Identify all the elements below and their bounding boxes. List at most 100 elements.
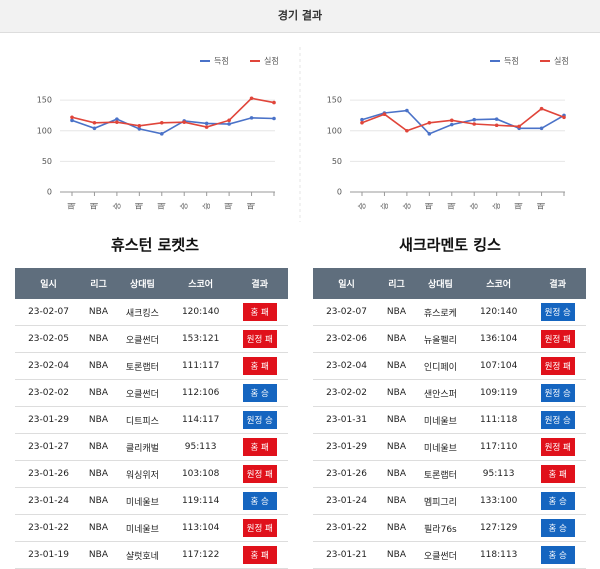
cell: NBA (82, 406, 115, 434)
cell: 111:118 (467, 406, 530, 434)
result-badge: 홈 승 (540, 492, 575, 510)
cell: 23-01-22 (313, 514, 380, 542)
cell: NBA (82, 352, 115, 380)
cell: 120:140 (169, 299, 232, 326)
cell: 23-01-29 (313, 433, 380, 461)
cell: 워싱위저 (114, 460, 170, 488)
x-tick-label: 승 (380, 202, 389, 209)
point (204, 121, 209, 126)
cell: 토론랩터 (412, 460, 468, 488)
result-badge: 홈 승 (242, 492, 277, 510)
row: 23-01-29 NBA 디트피스 114:117 원정 승 (15, 406, 288, 434)
point (360, 120, 364, 125)
legend-label: 실점 (264, 56, 279, 66)
result-badge: 홈 승 (540, 546, 575, 564)
point (182, 120, 187, 124)
cell: 117:122 (169, 541, 232, 569)
point (249, 96, 254, 101)
cell: 원정 승 (529, 299, 586, 326)
legend-label: 득점 (214, 56, 229, 66)
row: 23-01-21 NBA 오클썬더 118:113 홈 승 (313, 541, 586, 569)
cell: 153:121 (169, 325, 232, 353)
point (539, 106, 544, 111)
row: 23-02-04 NBA 토론랩터 111:117 홈 패 (15, 352, 288, 380)
cell: NBA (380, 325, 413, 353)
cell: NBA (82, 299, 115, 326)
cell: 홈 패 (231, 433, 288, 461)
point (382, 112, 387, 117)
result-badge: 원정 승 (540, 303, 575, 321)
cell: 113:104 (169, 514, 232, 542)
point (494, 117, 499, 121)
row: 23-01-31 NBA 미네울브 111:118 원정 승 (313, 406, 586, 434)
result-badge: 홈 패 (242, 438, 277, 456)
result-badge: 원정 승 (540, 411, 575, 429)
point (360, 117, 364, 122)
cell: 원정 승 (529, 379, 586, 407)
cell: 홈 패 (231, 352, 288, 380)
x-tick-label: 패 (156, 202, 166, 209)
cell: 새크킹스 (114, 299, 170, 326)
cell: 23-01-27 (15, 433, 82, 461)
header-title: 경기 결과 (0, 0, 600, 33)
point (427, 120, 432, 125)
legend-label: 득점 (504, 56, 519, 66)
cell: 23-02-07 (15, 299, 82, 326)
row: 23-01-24 NBA 미네울브 119:114 홈 승 (15, 487, 288, 515)
point (427, 132, 432, 136)
cell: 120:140 (467, 299, 530, 326)
x-tick-label: 패 (246, 202, 256, 209)
point (137, 124, 142, 128)
cell: 홈 승 (529, 487, 586, 515)
y-tick-label: 0 (337, 188, 342, 197)
x-tick-label: 패 (224, 202, 234, 209)
point (562, 115, 566, 120)
result-badge: 원정 패 (242, 465, 277, 483)
cell: 23-01-21 (313, 541, 380, 569)
cell: 샬럿호네 (114, 541, 170, 569)
column-header: 리그 (380, 268, 413, 299)
table: 일시 리그 상대팀 스코어 결과 23-02-07 NBA 휴스로케 120:140 원정 승 23… (313, 268, 586, 569)
result-badge: 홈 패 (242, 357, 277, 375)
point (204, 125, 209, 129)
cell: NBA (82, 514, 115, 542)
cell: 23-01-31 (313, 406, 380, 434)
point (472, 122, 477, 126)
row: 23-01-22 NBA 필라76s 127:129 홈 승 (313, 514, 586, 542)
cell: 원정 승 (529, 406, 586, 434)
y-tick-label: 150 (37, 96, 52, 105)
point (449, 118, 454, 123)
row: 23-02-04 NBA 인디페이 107:104 원정 패 (313, 352, 586, 380)
cell: NBA (380, 541, 413, 569)
cell: 118:113 (467, 541, 530, 569)
row: 23-01-29 NBA 미네울브 117:110 원정 패 (313, 433, 586, 461)
result-badge: 원정 패 (540, 357, 575, 375)
row: 23-02-07 NBA 새크킹스 120:140 홈 패 (15, 299, 288, 326)
cell: 23-01-24 (15, 487, 82, 515)
x-tick-label: 패 (424, 202, 434, 209)
team-name: 휴스턴 로켓츠 (110, 236, 200, 254)
x-tick-label: 패 (536, 202, 546, 209)
point (405, 108, 409, 113)
cell: 디트피스 (114, 406, 170, 434)
header-row: 일시 리그 상대팀 스코어 결과 (15, 268, 288, 299)
cell: 95:113 (169, 433, 232, 461)
cell: NBA (82, 541, 115, 569)
point (70, 118, 74, 123)
point (249, 116, 254, 120)
result-badge: 홈 패 (242, 546, 277, 564)
cell: 뉴올펠리 (412, 325, 468, 353)
cell: 95:113 (467, 460, 530, 488)
row: 23-01-19 NBA 샬럿호네 117:122 홈 패 (15, 541, 288, 569)
column-header: 결과 (231, 268, 288, 299)
column-header: 리그 (82, 268, 115, 299)
header-row: 일시 리그 상대팀 스코어 결과 (313, 268, 586, 299)
cell: 샌안스퍼 (412, 379, 468, 407)
x-tick-label: 승 (470, 202, 479, 209)
result-badge: 홈 승 (242, 384, 277, 402)
cell: 23-01-26 (313, 460, 380, 488)
row: 23-01-27 NBA 클리캐벌 95:113 홈 패 (15, 433, 288, 461)
cell: 인디페이 (412, 352, 468, 380)
x-tick-label: 패 (89, 202, 99, 209)
column-header: 상대팀 (412, 268, 468, 299)
